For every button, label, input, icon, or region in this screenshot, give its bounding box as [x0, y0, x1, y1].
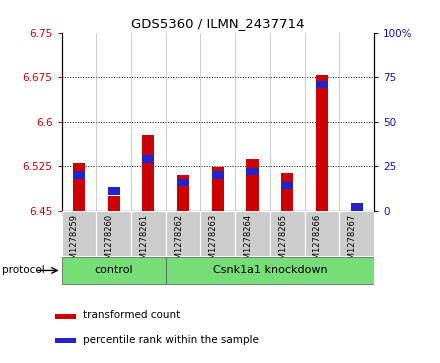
Bar [246, 168, 259, 175]
Text: Csnk1a1 knockdown: Csnk1a1 knockdown [213, 265, 327, 276]
Bar [73, 171, 85, 179]
Bar [351, 203, 363, 211]
Bar [316, 81, 328, 88]
Bar [177, 175, 189, 211]
Text: GSM1278259: GSM1278259 [70, 214, 79, 270]
Text: percentile rank within the sample: percentile rank within the sample [83, 335, 259, 345]
Bar [339, 211, 374, 256]
Text: GSM1278263: GSM1278263 [209, 214, 218, 270]
Bar [108, 196, 120, 211]
Bar [177, 179, 189, 185]
Text: control: control [94, 265, 133, 276]
Bar [212, 171, 224, 179]
Bar [55, 314, 76, 319]
Text: GSM1278267: GSM1278267 [348, 214, 357, 270]
Bar [108, 187, 120, 195]
Bar [62, 211, 96, 256]
Bar [281, 182, 293, 189]
Bar [351, 208, 363, 211]
Bar [73, 163, 85, 211]
Text: GSM1278261: GSM1278261 [139, 214, 148, 270]
Title: GDS5360 / ILMN_2437714: GDS5360 / ILMN_2437714 [131, 17, 304, 30]
Bar [235, 211, 270, 256]
Bar [142, 155, 154, 163]
Bar [131, 211, 166, 256]
Text: protocol: protocol [2, 265, 45, 276]
Text: GSM1278260: GSM1278260 [105, 214, 114, 270]
Bar [212, 167, 224, 211]
Bar [62, 257, 166, 284]
Bar [270, 211, 304, 256]
Text: transformed count: transformed count [83, 310, 180, 320]
Bar [166, 257, 374, 284]
Bar [142, 135, 154, 211]
Text: GSM1278264: GSM1278264 [243, 214, 253, 270]
Text: GSM1278265: GSM1278265 [278, 214, 287, 270]
Bar [166, 211, 201, 256]
Bar [316, 76, 328, 211]
Bar [304, 211, 339, 256]
Text: GSM1278262: GSM1278262 [174, 214, 183, 270]
Bar [201, 211, 235, 256]
Bar [246, 159, 259, 211]
Bar [281, 173, 293, 211]
Bar [96, 211, 131, 256]
Bar [55, 338, 76, 343]
Text: GSM1278266: GSM1278266 [313, 214, 322, 270]
